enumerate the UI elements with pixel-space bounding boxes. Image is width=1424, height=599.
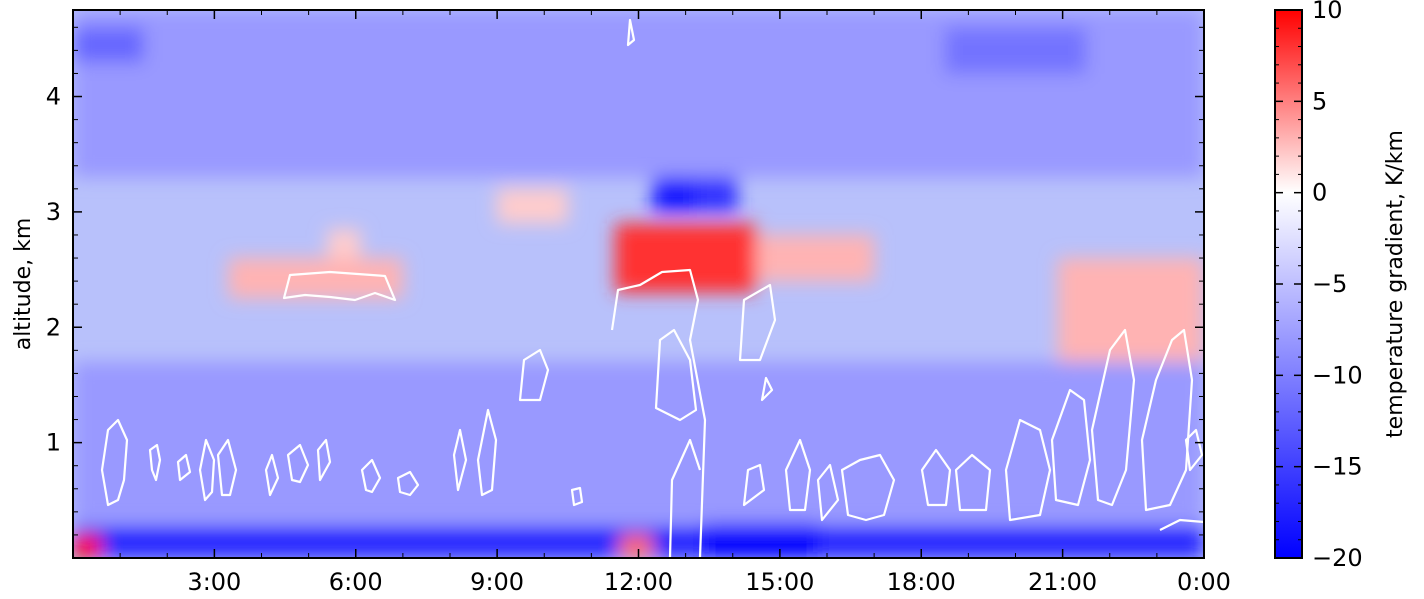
colorbar-ticks: 10 5 0 −5 −10 −15 −20 bbox=[1275, 0, 1363, 572]
heatmap-region bbox=[614, 223, 757, 293]
contour-line bbox=[100, 418, 129, 507]
contour-line bbox=[570, 486, 584, 507]
contour-lines bbox=[100, 18, 1204, 558]
heatmap-region bbox=[228, 258, 403, 299]
contour-line bbox=[216, 438, 238, 497]
heatmap-region bbox=[73, 534, 102, 558]
contour-line bbox=[282, 270, 397, 302]
y-axis-label: altitude, km bbox=[11, 218, 36, 351]
heatmap-region bbox=[73, 361, 1204, 524]
x-tick-label: 0:00 bbox=[1177, 568, 1231, 596]
contour-line bbox=[1050, 388, 1092, 507]
heatmap-region bbox=[497, 188, 568, 224]
x-tick-label: 15:00 bbox=[745, 568, 814, 596]
colorbar-tick-label: 10 bbox=[1312, 0, 1343, 24]
contour-line bbox=[148, 443, 162, 482]
colorbar-tick-label: −10 bbox=[1312, 361, 1363, 389]
contour-line bbox=[1004, 418, 1052, 522]
y-axis: 1 2 3 4 bbox=[46, 26, 1204, 536]
contour-line bbox=[742, 463, 766, 507]
y-tick-label: 2 bbox=[46, 313, 61, 341]
colorbar-tick-label: −15 bbox=[1312, 453, 1363, 481]
contour-line bbox=[176, 453, 192, 482]
contour-line bbox=[452, 428, 468, 492]
contour-line bbox=[954, 453, 992, 512]
contour-line bbox=[1140, 328, 1194, 512]
y-tick-label: 3 bbox=[46, 198, 61, 226]
contour-line bbox=[784, 438, 812, 512]
heatmap-region bbox=[73, 27, 144, 62]
y-tick-label: 1 bbox=[46, 429, 61, 457]
contour-line bbox=[840, 453, 896, 522]
contour-line bbox=[316, 438, 332, 482]
heatmap-region bbox=[1057, 258, 1204, 362]
contour-line bbox=[760, 376, 774, 402]
y-tick-label: 4 bbox=[46, 83, 61, 111]
x-tick-label: 21:00 bbox=[1028, 568, 1097, 596]
colorbar-tick-label: 0 bbox=[1312, 179, 1327, 207]
colorbar: 10 5 0 −5 −10 −15 −20 temperature gradient, K/… bbox=[1274, 0, 1408, 572]
contour-line bbox=[626, 18, 636, 47]
contour-line bbox=[476, 408, 498, 497]
heatmap-region bbox=[756, 234, 875, 282]
x-tick-label: 9:00 bbox=[470, 568, 524, 596]
contour-line bbox=[198, 438, 216, 502]
colorbar-tick-label: −5 bbox=[1312, 270, 1347, 298]
colorbar-tick-label: 5 bbox=[1312, 87, 1327, 115]
x-axis: 3:00 6:00 9:00 12:00 15:00 18:00 21:00 0:00 bbox=[119, 10, 1231, 596]
contour-line bbox=[396, 470, 420, 497]
contour-line bbox=[920, 448, 952, 507]
contour-line bbox=[738, 283, 777, 362]
colorbar-tick-label: −20 bbox=[1312, 544, 1363, 572]
contour-line bbox=[360, 458, 382, 494]
x-tick-label: 3:00 bbox=[187, 568, 241, 596]
plot-area: 3:00 6:00 9:00 12:00 15:00 18:00 21:00 0:00 1 2 3… bbox=[11, 9, 1231, 596]
heatmap-region bbox=[619, 534, 653, 558]
contour-line bbox=[1159, 518, 1204, 531]
x-tick-label: 18:00 bbox=[887, 568, 956, 596]
colorbar-label: temperature gradient, K/km bbox=[1383, 130, 1408, 438]
heatmap-region bbox=[327, 229, 361, 259]
x-tick-label: 12:00 bbox=[604, 568, 673, 596]
contour-line bbox=[1090, 328, 1136, 507]
contour-line bbox=[610, 268, 707, 558]
contour-line bbox=[518, 348, 550, 402]
x-tick-label: 6:00 bbox=[329, 568, 383, 596]
contour-line bbox=[816, 463, 840, 522]
contour-line bbox=[654, 328, 698, 422]
heatmap-region bbox=[944, 27, 1087, 74]
contour-line bbox=[286, 443, 310, 484]
contour-line bbox=[1184, 428, 1204, 472]
contour-line bbox=[264, 453, 280, 497]
contour-line bbox=[668, 438, 702, 558]
